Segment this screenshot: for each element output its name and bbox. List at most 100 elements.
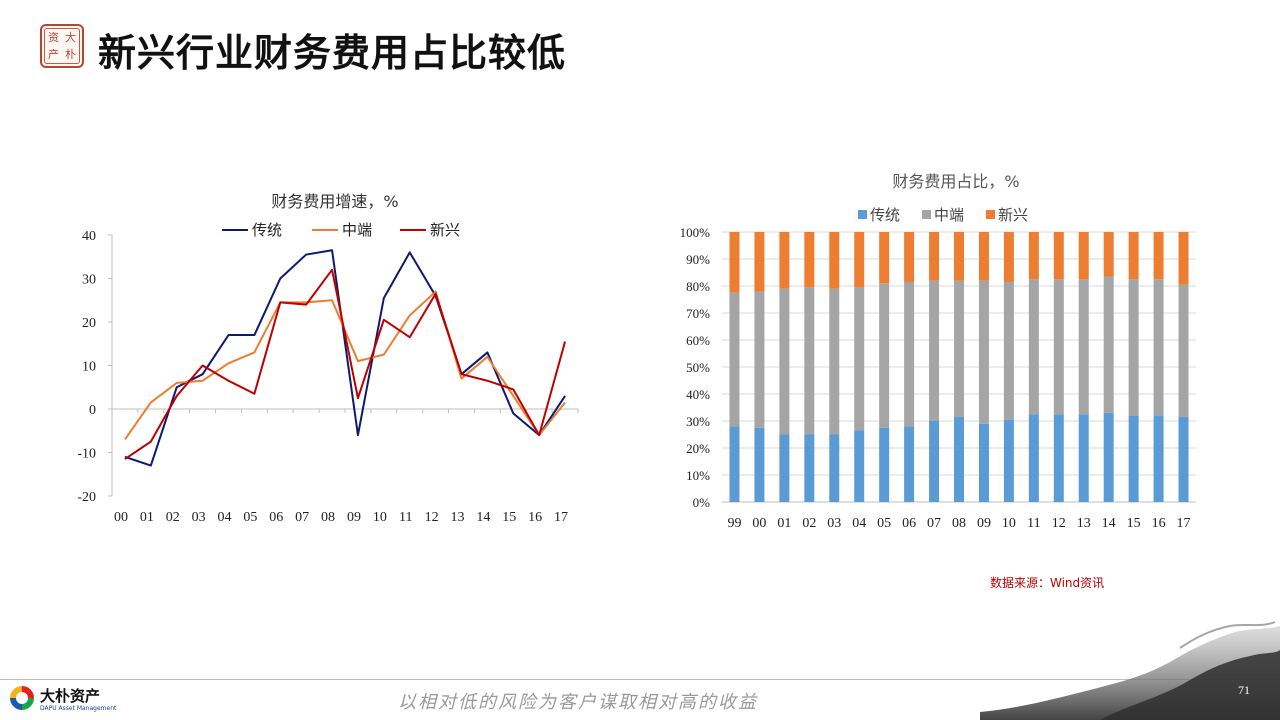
y-tick-label: 90% <box>686 252 710 267</box>
y-tick-label: -20 <box>77 490 96 505</box>
series-line-2 <box>124 268 567 460</box>
bar-segment-0 <box>804 434 815 502</box>
bar-segment-2 <box>854 232 865 288</box>
seal-inner: 资 大 产 朴 <box>44 28 80 64</box>
legend-label: 新兴 <box>430 221 460 239</box>
bar-segment-2 <box>779 232 790 289</box>
bar-segment-2 <box>729 232 740 293</box>
bar-segment-1 <box>854 287 865 431</box>
footer-slogan: 以相对低的风险为客户谋取相对高的收益 <box>398 692 758 713</box>
x-tick-label: 17 <box>1177 516 1191 531</box>
footer-divider <box>0 679 1280 680</box>
bar-segment-0 <box>879 427 890 502</box>
x-tick-label: 10 <box>373 510 387 525</box>
bar-segment-0 <box>829 434 840 502</box>
bar-segment-0 <box>854 430 865 502</box>
seal-logo: 资 大 产 朴 <box>40 24 84 68</box>
bar-segment-2 <box>954 232 964 281</box>
bar-segment-0 <box>1128 415 1139 502</box>
logo-cn-text: 大朴资产 <box>40 687 101 705</box>
x-tick-label: 05 <box>243 510 257 525</box>
line-chart-title: 财务费用增速，% <box>271 192 398 211</box>
x-tick-label: 08 <box>321 510 335 525</box>
seal-char: 资 <box>48 31 59 44</box>
bar-segment-1 <box>1128 279 1139 416</box>
x-tick-label: 15 <box>1127 516 1141 531</box>
bar-segment-0 <box>1028 414 1039 502</box>
x-tick-label: 13 <box>451 510 465 525</box>
page-number: 71 <box>1238 683 1250 697</box>
x-tick-label: 11 <box>1027 516 1040 531</box>
bar-segment-2 <box>829 232 840 289</box>
bar-segment-0 <box>929 421 940 502</box>
bar-segment-2 <box>1178 232 1189 285</box>
y-tick-label: 0% <box>693 495 711 510</box>
source-note: 数据来源：Wind资讯 <box>990 576 1105 590</box>
bar-segment-0 <box>1053 414 1064 502</box>
bar-segment-0 <box>729 426 740 502</box>
seal-char: 朴 <box>65 48 76 61</box>
bar-segment-2 <box>879 232 890 284</box>
ink-landscape-decoration <box>980 621 1280 720</box>
x-tick-label: 15 <box>502 510 516 525</box>
x-tick-label: 99 <box>727 516 741 531</box>
bar-chart-title: 财务费用占比，% <box>892 172 1019 191</box>
legend-label: 传统 <box>870 206 900 224</box>
bar-segment-0 <box>904 426 915 502</box>
y-tick-label: -10 <box>77 447 96 462</box>
bar-segment-0 <box>954 416 964 502</box>
bar-segment-1 <box>978 280 989 424</box>
x-tick-label: 12 <box>425 510 439 525</box>
seal-char: 大 <box>65 31 76 44</box>
x-tick-label: 07 <box>927 516 941 531</box>
x-tick-label: 03 <box>827 516 841 531</box>
y-tick-label: 50% <box>686 360 710 375</box>
bar-segment-1 <box>804 287 815 435</box>
bar-segment-1 <box>754 291 765 428</box>
x-tick-label: 04 <box>852 516 866 531</box>
x-tick-label: 10 <box>1002 516 1016 531</box>
bar-segment-1 <box>929 280 940 421</box>
logo-en-text: DAPU Asset Management <box>40 705 117 712</box>
y-tick-label: 100% <box>680 225 711 240</box>
bar-segment-1 <box>879 283 890 428</box>
x-tick-label: 16 <box>1152 516 1166 531</box>
bar-segment-2 <box>978 232 989 281</box>
bar-segment-2 <box>1078 232 1089 280</box>
x-tick-label: 00 <box>114 510 128 525</box>
x-tick-label: 09 <box>347 510 361 525</box>
y-tick-label: 30 <box>82 273 96 288</box>
bar-segment-0 <box>1103 412 1114 502</box>
logo-mark-icon <box>10 686 34 710</box>
y-tick-label: 80% <box>686 279 710 294</box>
bar-segment-1 <box>1178 284 1189 417</box>
y-tick-label: 70% <box>686 306 710 321</box>
x-tick-label: 01 <box>777 516 791 531</box>
x-tick-label: 00 <box>752 516 766 531</box>
bar-segment-1 <box>1053 279 1064 415</box>
bar-segment-1 <box>1003 281 1014 420</box>
y-tick-label: 20 <box>82 316 96 331</box>
bar-segment-2 <box>1153 232 1164 280</box>
bar-segment-0 <box>1003 419 1014 502</box>
series-line-1 <box>124 290 566 441</box>
x-tick-label: 04 <box>218 510 232 525</box>
x-tick-label: 12 <box>1052 516 1066 531</box>
x-tick-label: 08 <box>952 516 966 531</box>
x-tick-label: 02 <box>166 510 180 525</box>
x-tick-label: 14 <box>476 510 490 525</box>
legend-label: 中端 <box>342 221 372 239</box>
y-tick-label: 30% <box>686 414 710 429</box>
bar-segment-0 <box>779 434 790 502</box>
x-tick-label: 02 <box>802 516 816 531</box>
legend-swatch <box>986 210 995 219</box>
x-tick-label: 17 <box>554 510 568 525</box>
bar-segment-1 <box>1103 276 1114 413</box>
x-tick-label: 05 <box>877 516 891 531</box>
x-tick-label: 11 <box>399 510 412 525</box>
bar-segment-1 <box>1028 279 1039 415</box>
legend-swatch <box>858 210 867 219</box>
bar-segment-2 <box>1003 232 1014 282</box>
bar-segment-2 <box>754 232 765 292</box>
